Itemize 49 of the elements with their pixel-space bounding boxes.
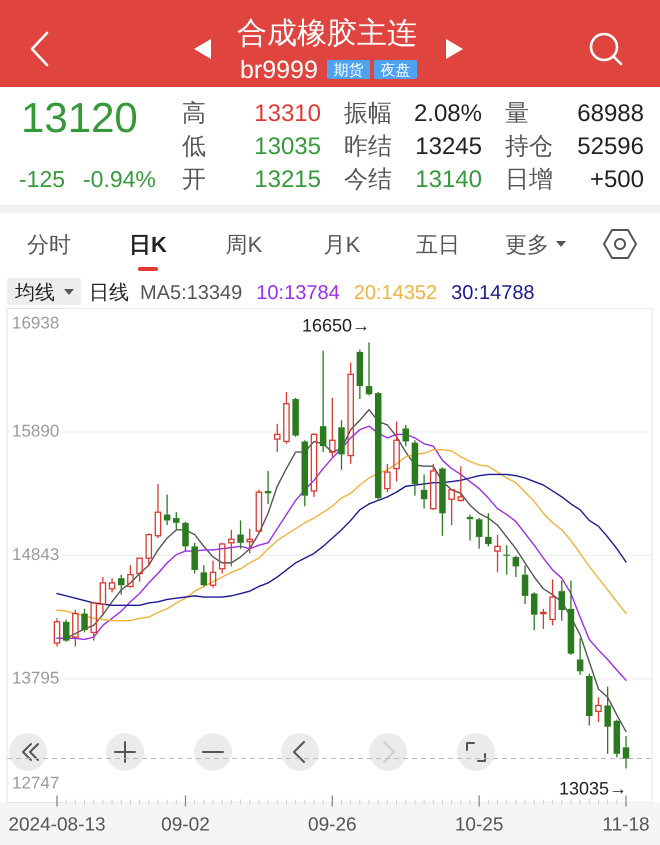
text: 20:14352 xyxy=(354,282,438,304)
text: 量 xyxy=(505,100,529,127)
dropdown-moving-averages: 均线 xyxy=(7,278,81,305)
y-tick-label: 14843 xyxy=(12,544,60,564)
x-tick-label: 09-26 xyxy=(308,814,357,836)
text: 10:13784 xyxy=(256,282,340,304)
text: 分时 xyxy=(27,232,71,257)
text: 低 xyxy=(182,133,206,160)
x-tick-label: 11-18 xyxy=(602,814,650,836)
text: 13140 xyxy=(415,166,482,193)
legend-title: 日线 xyxy=(89,282,129,304)
x-tick-label: 2024-08-13 xyxy=(8,814,106,836)
y-tick-label: 16938 xyxy=(12,314,60,332)
text: 日增 xyxy=(505,166,553,193)
text: +500 xyxy=(590,166,644,193)
text: -125 xyxy=(19,166,66,192)
text: 五日 xyxy=(416,232,460,257)
text: 高 xyxy=(182,100,206,127)
text: 13120 xyxy=(21,94,138,141)
badge: 期货 xyxy=(327,60,370,79)
text: 日K xyxy=(129,232,168,257)
text: 今结 xyxy=(344,166,392,193)
text: 更多 xyxy=(505,232,549,257)
text: 52596 xyxy=(577,133,644,160)
text: 持仓 xyxy=(505,133,553,160)
badge: 夜盘 xyxy=(374,60,417,79)
text: 月K xyxy=(324,232,361,257)
y-tick-label: 12747 xyxy=(12,774,60,792)
text: 2.08% xyxy=(414,100,482,127)
annotation: 13035→ xyxy=(558,778,627,798)
text: 振幅 xyxy=(344,100,392,127)
text: 13245 xyxy=(415,133,482,160)
text: 周K xyxy=(226,232,263,257)
text: 13310 xyxy=(254,100,321,127)
x-tick-label: 09-02 xyxy=(161,814,210,836)
text: 30:14788 xyxy=(451,282,535,304)
text: br9999 xyxy=(240,56,318,84)
annotation: 16650→ xyxy=(302,315,370,336)
y-tick-label: 15890 xyxy=(12,422,60,441)
y-tick-label: 13795 xyxy=(12,668,60,688)
text: 13215 xyxy=(254,166,321,193)
text: MA5:13349 xyxy=(140,282,242,304)
x-tick-label: 10-25 xyxy=(454,814,504,836)
text: 合成橡胶主连 xyxy=(237,17,417,50)
text: 13035 xyxy=(254,133,321,160)
text: 68988 xyxy=(577,100,644,127)
text: -0.94% xyxy=(83,166,156,192)
text: 昨结 xyxy=(344,133,392,160)
text: 开 xyxy=(182,166,206,193)
